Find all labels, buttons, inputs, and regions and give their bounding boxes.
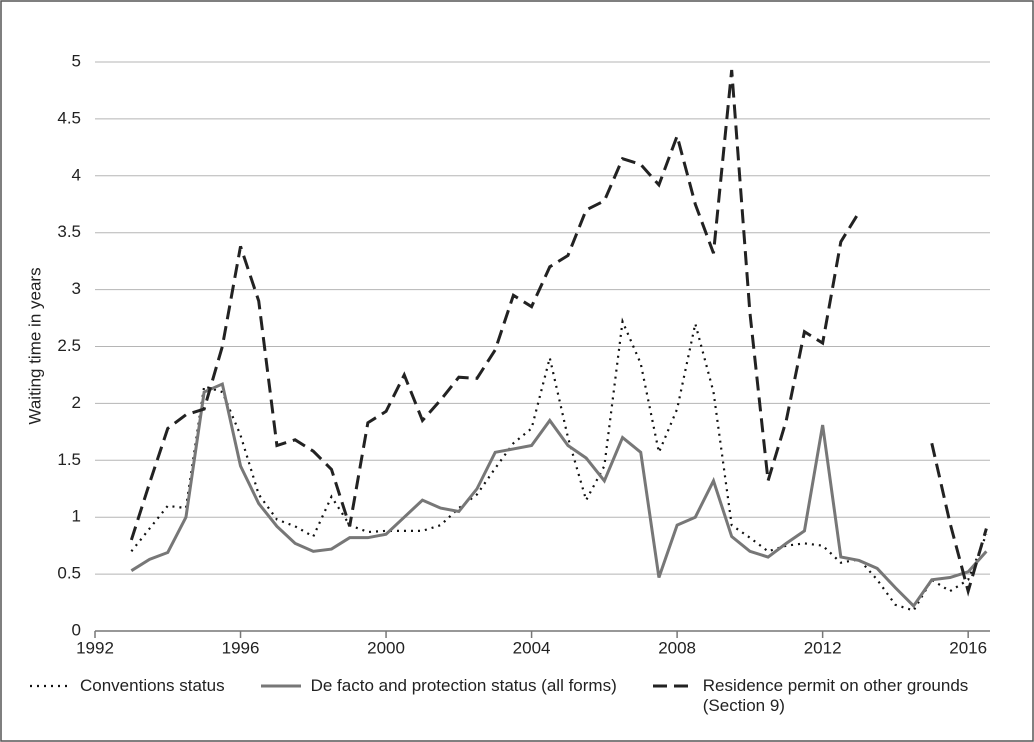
y-tick-label: 2 (72, 393, 81, 412)
series-line (129, 69, 988, 597)
y-tick-label: 4 (72, 165, 81, 184)
legend-label: De facto and protection status (all form… (310, 676, 617, 695)
y-tick-label: 0.5 (57, 564, 81, 583)
y-tick-label: 1.5 (57, 450, 81, 469)
y-tick-label: 5 (72, 51, 81, 70)
x-tick-label: 2012 (804, 638, 842, 657)
x-tick-label: 2016 (949, 638, 987, 657)
legend-item: Conventions status (28, 676, 225, 716)
legend-swatch (652, 684, 693, 688)
legend-swatch (260, 684, 301, 688)
y-tick-label: 4.5 (57, 108, 81, 127)
legend-label: Conventions status (80, 676, 225, 695)
y-axis-label: Waiting time in years (25, 267, 44, 424)
x-tick-label: 2000 (367, 638, 405, 657)
legend-item: De facto and protection status (all form… (259, 676, 617, 716)
legend: Conventions status De facto and protectio… (28, 676, 988, 716)
x-tick-label: 1996 (222, 638, 260, 657)
y-tick-label: 3 (72, 279, 81, 298)
series-line (130, 317, 988, 612)
y-tick-label: 1 (72, 507, 81, 526)
legend-swatch (30, 684, 70, 688)
x-tick-label: 1992 (76, 638, 114, 657)
x-tick-label: 2004 (513, 638, 551, 657)
y-tick-label: 0 (72, 620, 81, 639)
y-tick-label: 2.5 (57, 336, 81, 355)
legend-label: Residence permit on other grounds (Secti… (702, 676, 969, 715)
legend-item: Residence permit on other grounds (Secti… (651, 676, 988, 716)
x-tick-label: 2008 (658, 638, 696, 657)
series-line (130, 381, 988, 609)
y-tick-label: 3.5 (57, 222, 81, 241)
